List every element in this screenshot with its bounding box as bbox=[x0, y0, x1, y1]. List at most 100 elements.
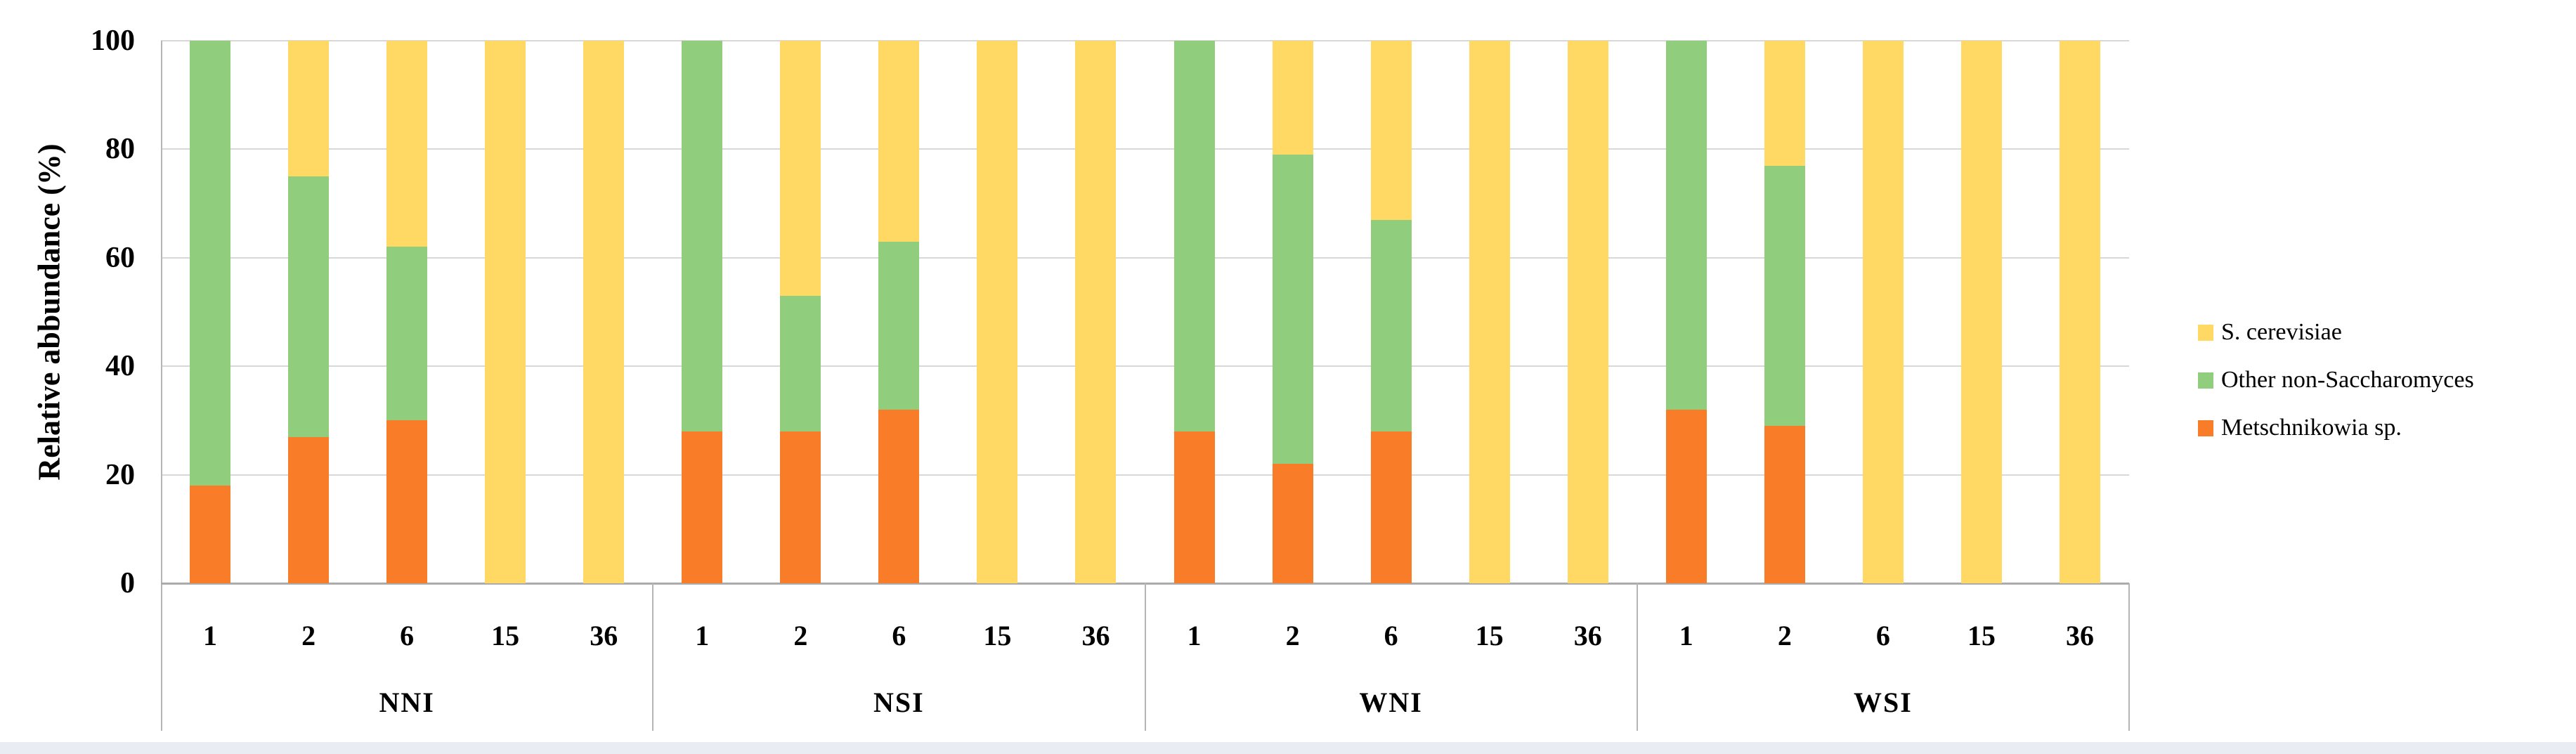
x-tick-label: 6 bbox=[400, 620, 415, 651]
x-tick-label: 1 bbox=[1679, 620, 1693, 651]
bar-WNI-36 bbox=[1567, 41, 1608, 583]
x-tick-label: 6 bbox=[1875, 620, 1890, 651]
bar-segment-metschnikowia-sp- bbox=[682, 431, 723, 583]
bar-segment-s-cerevisiae bbox=[1075, 41, 1117, 583]
x-tick-label: 2 bbox=[1285, 620, 1300, 651]
bar-segment-metschnikowia-sp- bbox=[1272, 464, 1313, 583]
bar-segment-other-non-saccharomyces bbox=[1272, 155, 1313, 464]
bar-segment-other-non-saccharomyces bbox=[878, 241, 920, 410]
bar-segment-s-cerevisiae bbox=[1960, 41, 2002, 583]
bar-segment-metschnikowia-sp- bbox=[1764, 426, 1805, 583]
x-tick-label: 36 bbox=[1573, 620, 1602, 651]
group-separator bbox=[652, 583, 654, 731]
bar-NNI-1 bbox=[190, 41, 231, 583]
bar-segment-s-cerevisiae bbox=[386, 41, 428, 247]
y-tick-label: 20 bbox=[105, 458, 135, 491]
bar-segment-s-cerevisiae bbox=[878, 41, 920, 242]
bar-NNI-2 bbox=[288, 41, 330, 583]
legend-swatch-other_non_saccharomyces bbox=[2198, 372, 2213, 389]
legend-label: Metschnikowia sp. bbox=[2221, 415, 2402, 441]
y-axis-title: Relative abbundance (%) bbox=[32, 143, 67, 481]
bar-segment-other-non-saccharomyces bbox=[386, 247, 428, 421]
x-tick-label: 15 bbox=[491, 620, 520, 651]
gridline-y40 bbox=[161, 365, 2129, 368]
group-label-NSI: NSI bbox=[873, 687, 925, 718]
bar-segment-other-non-saccharomyces bbox=[780, 295, 821, 431]
group-label-WSI: WSI bbox=[1853, 687, 1913, 718]
bar-segment-metschnikowia-sp- bbox=[288, 436, 330, 583]
bar-segment-metschnikowia-sp- bbox=[1665, 409, 1707, 583]
bar-segment-other-non-saccharomyces bbox=[190, 41, 231, 486]
x-tick-label: 1 bbox=[695, 620, 710, 651]
bar-segment-s-cerevisiae bbox=[1567, 41, 1608, 583]
x-tick-label: 15 bbox=[983, 620, 1012, 651]
bar-segment-s-cerevisiae bbox=[1272, 41, 1313, 155]
bar-NSI-15 bbox=[977, 41, 1018, 583]
bar-WNI-6 bbox=[1370, 41, 1412, 583]
bar-WNI-2 bbox=[1272, 41, 1313, 583]
x-tick-label: 36 bbox=[590, 620, 618, 651]
legend-swatch-metschnikowia bbox=[2198, 420, 2213, 436]
bar-segment-metschnikowia-sp- bbox=[386, 420, 428, 583]
bar-WSI-36 bbox=[2059, 41, 2100, 583]
bar-segment-s-cerevisiae bbox=[1370, 41, 1412, 220]
gridline-y100 bbox=[161, 40, 2129, 41]
x-tick-label: 2 bbox=[793, 620, 808, 651]
group-separator bbox=[1636, 583, 1638, 731]
bar-WSI-15 bbox=[1960, 41, 2002, 583]
bar-NSI-6 bbox=[878, 41, 920, 583]
x-tick-label: 2 bbox=[1777, 620, 1792, 651]
bar-segment-s-cerevisiae bbox=[583, 41, 625, 583]
bar-WSI-6 bbox=[1862, 41, 1904, 583]
legend-swatch-s_cerevisiae bbox=[2198, 324, 2213, 341]
x-tick-label: 6 bbox=[1384, 620, 1398, 651]
group-label-NNI: NNI bbox=[379, 687, 435, 718]
bar-segment-other-non-saccharomyces bbox=[1370, 219, 1412, 431]
y-tick-label: 100 bbox=[91, 25, 135, 57]
bar-segment-metschnikowia-sp- bbox=[780, 431, 821, 583]
bar-segment-other-non-saccharomyces bbox=[1665, 41, 1707, 410]
bar-WSI-2 bbox=[1764, 41, 1805, 583]
page-footer-strip bbox=[0, 742, 2576, 754]
bar-segment-metschnikowia-sp- bbox=[1173, 431, 1215, 583]
y-tick-label: 60 bbox=[105, 241, 135, 274]
bar-segment-s-cerevisiae bbox=[2059, 41, 2100, 583]
bar-NSI-36 bbox=[1075, 41, 1117, 583]
x-tick-label: 36 bbox=[2065, 620, 2094, 651]
bar-segment-other-non-saccharomyces bbox=[1173, 41, 1215, 431]
legend-item-metschnikowia: Metschnikowia sp. bbox=[2198, 415, 2402, 441]
bar-segment-s-cerevisiae bbox=[1764, 41, 1805, 166]
bar-segment-s-cerevisiae bbox=[977, 41, 1018, 583]
bar-segment-s-cerevisiae bbox=[1862, 41, 1904, 583]
bar-NSI-1 bbox=[682, 41, 723, 583]
gridline-y60 bbox=[161, 256, 2129, 259]
bar-NNI-15 bbox=[485, 41, 526, 583]
bar-NSI-2 bbox=[780, 41, 821, 583]
y-axis-line bbox=[161, 41, 162, 731]
bar-segment-s-cerevisiae bbox=[780, 41, 821, 296]
bar-segment-other-non-saccharomyces bbox=[288, 176, 330, 437]
gridline-y20 bbox=[161, 474, 2129, 476]
bar-NNI-6 bbox=[386, 41, 428, 583]
bar-WSI-1 bbox=[1665, 41, 1707, 583]
bar-segment-other-non-saccharomyces bbox=[1764, 165, 1805, 427]
y-tick-label: 0 bbox=[120, 567, 135, 599]
group-separator bbox=[1144, 583, 1146, 731]
bar-WNI-1 bbox=[1173, 41, 1215, 583]
y-tick-label: 40 bbox=[105, 350, 135, 383]
x-tick-label: 6 bbox=[892, 620, 906, 651]
bar-segment-s-cerevisiae bbox=[288, 41, 330, 177]
bar-WNI-15 bbox=[1469, 41, 1510, 583]
legend-label: S. cerevisiae bbox=[2221, 319, 2342, 345]
bar-NNI-36 bbox=[583, 41, 625, 583]
legend-item-s_cerevisiae: S. cerevisiae bbox=[2198, 319, 2342, 346]
x-tick-label: 1 bbox=[1187, 620, 1202, 651]
bar-segment-s-cerevisiae bbox=[485, 41, 526, 583]
bar-segment-metschnikowia-sp- bbox=[190, 486, 231, 583]
bar-segment-other-non-saccharomyces bbox=[682, 41, 723, 431]
bar-segment-metschnikowia-sp- bbox=[1370, 431, 1412, 583]
group-label-WNI: WNI bbox=[1359, 687, 1423, 718]
y-tick-label: 80 bbox=[105, 133, 135, 166]
x-tick-label: 1 bbox=[203, 620, 218, 651]
